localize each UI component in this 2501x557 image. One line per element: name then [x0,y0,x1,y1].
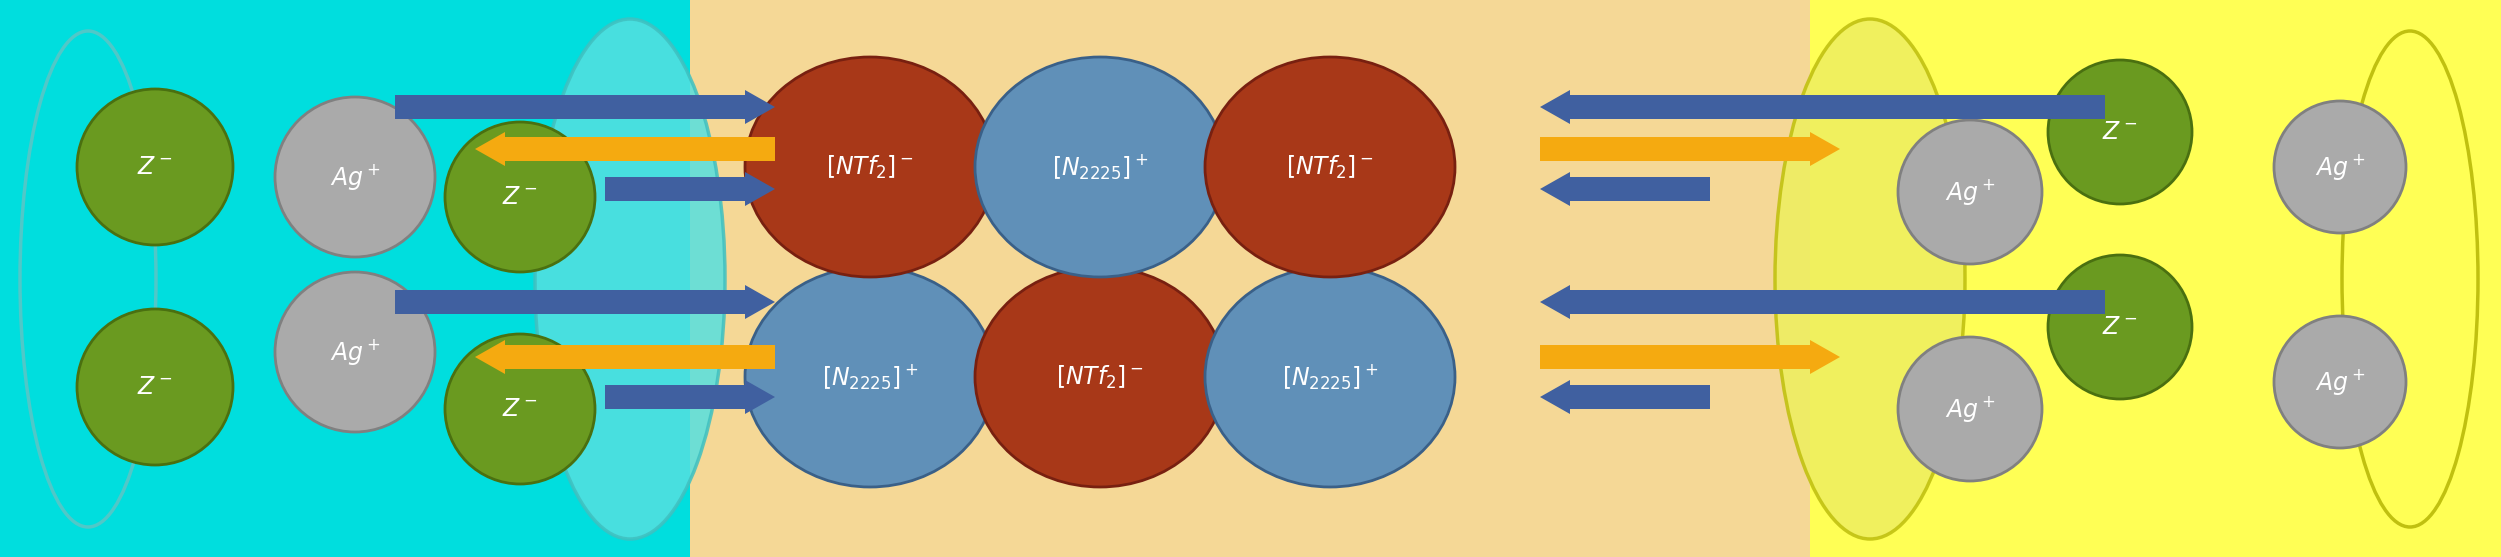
Bar [1871,0,2411,557]
Ellipse shape [1205,57,1456,277]
Text: $Z^-$: $Z^-$ [138,375,173,399]
FancyArrow shape [1541,132,1841,166]
Text: $Ag^+$: $Ag^+$ [1946,394,1996,424]
Text: $[NTf_2]^-$: $[NTf_2]^-$ [825,153,913,180]
Text: $Z^-$: $Z^-$ [503,397,538,421]
Text: $Ag^+$: $Ag^+$ [330,162,380,192]
Ellipse shape [1205,267,1456,487]
Ellipse shape [2273,101,2406,233]
Text: $Ag^+$: $Ag^+$ [1946,177,1996,207]
Text: $[N_{2225}]^+$: $[N_{2225}]^+$ [1281,363,1378,392]
Ellipse shape [1776,19,1966,539]
Text: $[NTf_2]^-$: $[NTf_2]^-$ [1055,363,1143,390]
Text: $Z^-$: $Z^-$ [2103,315,2138,339]
Text: $Ag^+$: $Ag^+$ [330,337,380,367]
FancyArrow shape [475,132,775,166]
Ellipse shape [1898,337,2041,481]
Text: $Z^-$: $Z^-$ [2103,120,2138,144]
Text: $[N_{2225}]^+$: $[N_{2225}]^+$ [823,363,918,392]
Ellipse shape [1898,120,2041,264]
Text: $Ag^+$: $Ag^+$ [2313,152,2366,182]
Ellipse shape [275,97,435,257]
Text: $Z^-$: $Z^-$ [503,185,538,209]
Text: $[NTf_2]^-$: $[NTf_2]^-$ [1286,153,1373,180]
Text: $Ag^+$: $Ag^+$ [2313,367,2366,397]
Ellipse shape [745,57,995,277]
Ellipse shape [745,267,995,487]
Ellipse shape [445,122,595,272]
Ellipse shape [2273,316,2406,448]
FancyArrow shape [605,172,775,206]
Ellipse shape [535,19,725,539]
Ellipse shape [445,334,595,484]
Ellipse shape [2048,60,2191,204]
FancyArrow shape [475,340,775,374]
FancyArrow shape [1541,285,2106,319]
Ellipse shape [975,57,1225,277]
FancyArrow shape [395,90,775,124]
FancyArrow shape [1541,172,1711,206]
Ellipse shape [20,31,155,527]
FancyArrow shape [1541,340,1841,374]
Bar [1811,0,2501,557]
Ellipse shape [78,89,233,245]
Ellipse shape [275,272,435,432]
Bar [690,0,1811,557]
FancyArrow shape [605,380,775,414]
FancyArrow shape [395,285,775,319]
Text: $[N_{2225}]^+$: $[N_{2225}]^+$ [1053,153,1148,182]
Ellipse shape [2341,31,2478,527]
Bar [88,0,630,557]
Ellipse shape [975,267,1225,487]
FancyArrow shape [1541,90,2106,124]
FancyArrow shape [1541,380,1711,414]
Bar [0,0,690,557]
Text: $Z^-$: $Z^-$ [138,155,173,179]
Ellipse shape [2048,255,2191,399]
Ellipse shape [78,309,233,465]
